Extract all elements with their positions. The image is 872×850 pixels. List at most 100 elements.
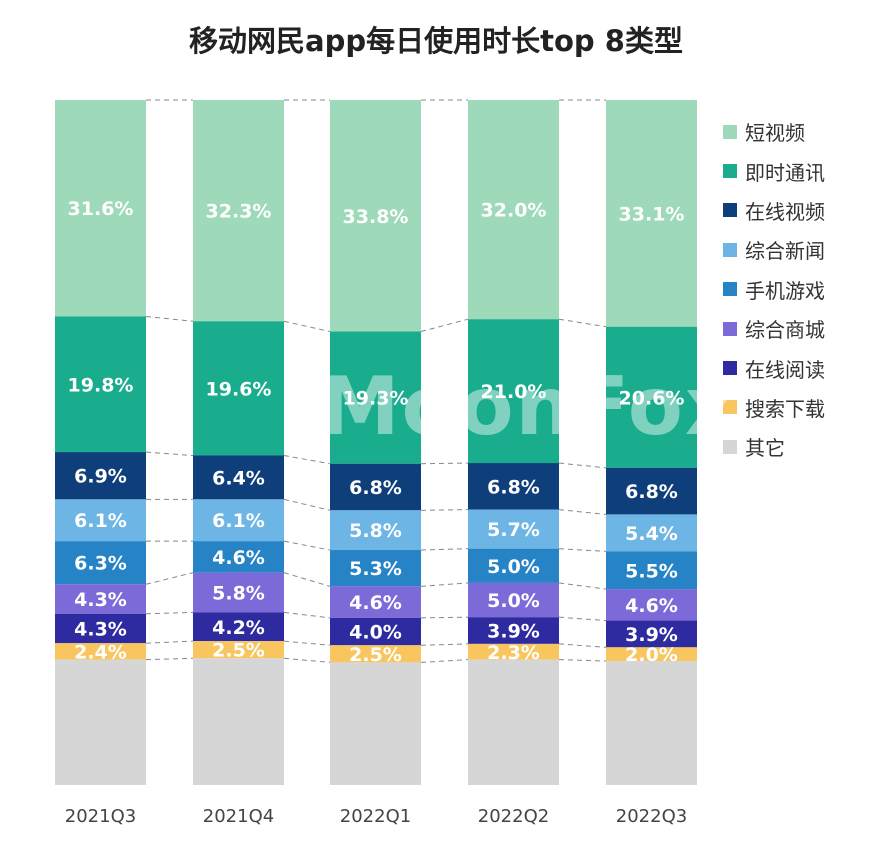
legend-label: 即时通讯 [745,160,825,185]
bar-segment [330,463,421,511]
data-label: 5.7% [487,519,540,541]
data-label: 4.6% [625,595,678,617]
data-label: 4.6% [212,547,265,569]
data-label: 4.3% [74,618,127,640]
connector-line [420,659,469,663]
legend-swatch [723,439,737,454]
data-label: 21.0% [481,381,547,403]
bar-segment [55,643,146,660]
connector-line [283,498,331,511]
legend-swatch [723,124,737,139]
bar-segment [468,319,559,464]
legend-swatch [723,321,737,336]
connector-line [283,572,331,587]
connector-line [558,548,607,552]
connector-line [558,582,607,590]
data-label: 2.5% [349,644,402,666]
bar-segment [55,613,146,644]
bar-segment [55,316,146,453]
connector-line [420,318,469,333]
data-label: 2.0% [625,644,678,666]
connector-line [558,462,607,469]
bar-segment [55,659,146,785]
connector-line [420,462,469,465]
connector-line [283,657,331,663]
bar-segment [193,321,284,456]
connector-line [558,616,607,622]
data-label: 19.8% [68,374,134,396]
bar-segment [55,499,146,542]
bar-segment [606,661,697,785]
data-label: 5.0% [487,556,540,578]
x-tick-label: 2021Q4 [203,806,274,827]
connector-line [558,509,607,515]
data-label: 2.4% [74,641,127,663]
connector-line [420,643,469,646]
data-label: 6.9% [74,466,127,488]
legend-item: 短视频 [723,112,825,151]
bar-segment [606,589,697,621]
moonfox-watermark: MoonFox [320,360,739,453]
legend-item: 其它 [723,427,825,466]
connector-line [283,320,331,333]
data-label: 5.8% [212,583,265,605]
connector-line [558,318,607,328]
legend-item: 在线阅读 [723,348,825,387]
bar-segment [606,326,697,468]
legend-item: 搜索下载 [723,388,825,427]
data-label: 5.0% [487,590,540,612]
bar-segment [330,662,421,785]
data-label: 4.0% [349,622,402,644]
bar-segment [468,548,559,583]
chart-title: 移动网民app每日使用时长top 8类型 [189,24,683,58]
bar-segment [606,467,697,515]
legend-swatch [723,164,737,179]
bar-segment [468,582,559,618]
bar-segment [606,514,697,552]
bar-segment [330,617,421,646]
connector-line [145,572,194,585]
data-label: 19.6% [206,378,272,400]
data-label: 3.9% [487,621,540,643]
x-tick-label: 2021Q3 [65,806,136,827]
legend-label: 手机游戏 [745,278,825,303]
connector-line [283,455,331,465]
bar-segment [55,541,146,585]
legend-label: 综合商城 [745,318,825,343]
bar-segment [330,550,421,587]
legend-swatch [723,282,737,297]
x-tick-label: 2022Q2 [478,806,549,827]
connector-line [420,582,469,587]
bar-segment [330,645,421,663]
bar-segment [55,584,146,614]
legend-swatch [723,400,737,415]
legend-label: 在线视频 [745,199,825,224]
legend-item: 在线视频 [723,191,825,230]
bar-segment [193,455,284,500]
bar-segment [330,331,421,464]
legend-swatch [723,361,737,376]
data-label: 33.8% [343,206,409,228]
data-label: 32.0% [481,200,547,222]
legend-swatch [723,203,737,218]
data-label: 32.3% [206,201,272,223]
bar-segment [468,643,559,660]
legend-item: 即时通讯 [723,151,825,190]
connector-line [145,315,194,322]
bar-segment [468,463,559,510]
legend-item: 综合新闻 [723,230,825,269]
bar-segment [468,659,559,785]
bar-segment [468,100,559,320]
legend-label: 在线阅读 [745,357,825,382]
bar-segment [193,100,284,322]
data-label: 33.1% [619,203,685,225]
bar-segment [468,509,559,549]
data-label: 5.8% [349,520,402,542]
connector-line [145,451,194,457]
bar-segment [193,541,284,573]
bar-segment [468,617,559,644]
bar-segment [606,551,697,590]
legend-label: 其它 [745,436,785,461]
